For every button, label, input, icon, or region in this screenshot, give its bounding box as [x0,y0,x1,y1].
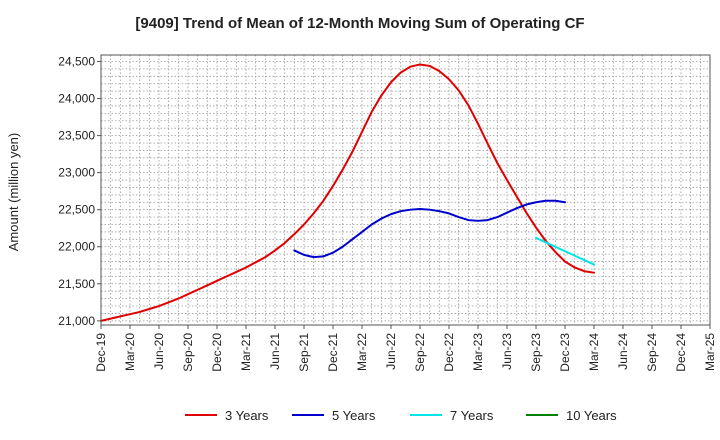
x-tick-label: Sep-24 [645,333,659,372]
y-tick-label: 22,000 [58,240,95,254]
x-tick-label: Mar-21 [239,333,253,371]
x-tick-label: Jun-20 [152,333,166,370]
x-tick-label: Sep-23 [529,333,543,372]
series-layer [100,63,595,322]
x-tick-label: Dec-19 [94,333,108,372]
x-tick-label: Dec-23 [558,333,572,372]
x-tick-label: Sep-22 [413,333,427,372]
x-tick-label: Sep-20 [181,333,195,372]
y-tick-label: 21,000 [58,314,95,328]
plot-frame [100,54,711,326]
x-tick-label: Dec-20 [210,333,224,372]
legend: 3 Years 5 Years 7 Years 10 Years [185,408,617,423]
x-tick-label: Dec-24 [674,333,688,372]
x-tick-label: Sep-21 [297,333,311,372]
x-tick-label: Mar-22 [355,333,369,371]
y-axis-ticks: 21,000 21,500 22,000 22,500 23,000 23,500 24,0… [58,54,101,328]
legend-label: 10 Years [566,408,617,423]
x-axis-ticks: Dec-19 Mar-20 Jun-20 Sep-20 Dec-20 Mar-21 Jun-… [94,325,717,372]
x-tick-label: Jun-23 [500,333,514,370]
series-line-3-years [100,63,595,322]
y-tick-label: 24,500 [58,54,95,68]
x-tick-label: Dec-21 [326,333,340,372]
legend-label: 7 Years [450,408,494,423]
x-tick-label: Dec-22 [442,333,456,372]
y-tick-label: 24,000 [58,92,95,106]
x-tick-label: Mar-25 [703,333,717,371]
grid-layer [100,55,711,325]
y-tick-label: 23,000 [58,166,95,180]
y-tick-label: 21,500 [58,277,95,291]
chart-title: [9409] Trend of Mean of 12-Month Moving … [135,15,584,32]
legend-label: 3 Years [225,408,269,423]
series-line-5-years [293,199,566,259]
x-tick-label: Mar-23 [471,333,485,371]
y-axis-label: Amount (million yen) [6,133,21,252]
x-tick-label: Mar-20 [123,333,137,371]
x-tick-label: Jun-22 [384,333,398,370]
y-tick-label: 23,500 [58,129,95,143]
x-tick-label: Jun-21 [268,333,282,370]
series-line-7-years [535,236,595,266]
y-tick-label: 22,500 [58,203,95,217]
legend-label: 5 Years [332,408,376,423]
x-tick-label: Mar-24 [587,333,601,371]
x-tick-label: Jun-24 [616,333,630,370]
